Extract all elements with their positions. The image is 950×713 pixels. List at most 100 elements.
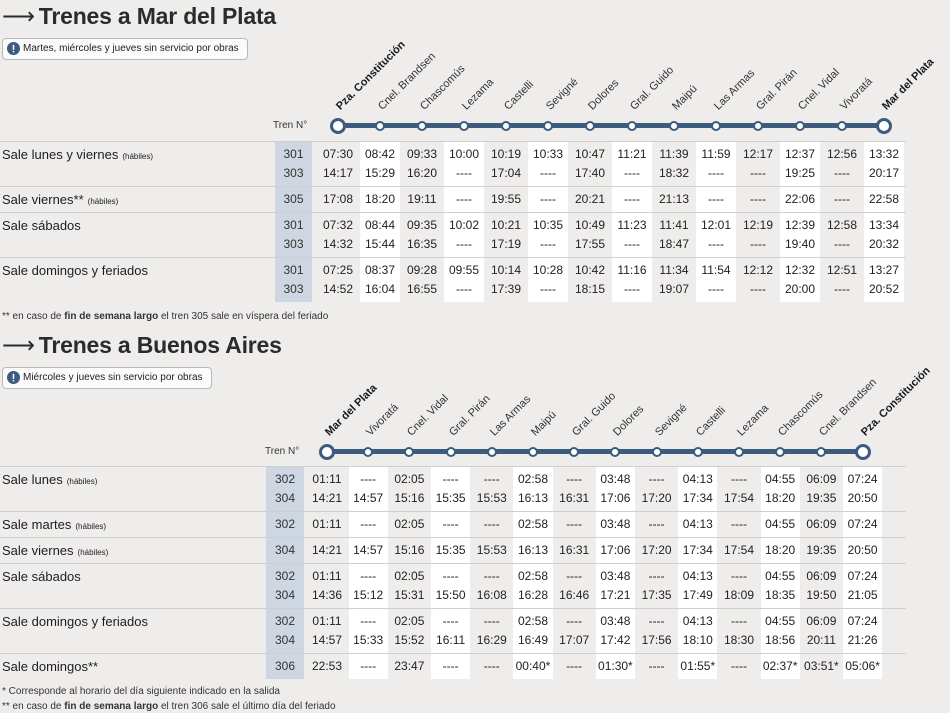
departure-time-cell: ---- [566,516,583,531]
station-stop-marker [375,120,385,131]
departure-time-cell: 02:05 [394,613,425,628]
departure-time-cell: 15:53 [476,542,507,557]
departure-time-cell: ---- [648,658,665,673]
time-column-band [444,141,484,302]
train-number: 304 [274,587,296,602]
departure-time-cell: 18:47 [658,236,690,251]
departure-time-cell: ---- [730,613,747,628]
train-number: 303 [283,236,304,251]
departure-time-cell: 13:32 [868,146,900,161]
station-stop-marker [543,120,553,131]
departure-time-cell: 17:21 [600,587,631,602]
station-stop-marker [775,446,786,457]
departure-time-cell: 15:50 [435,587,466,602]
departure-time-cell: ---- [456,236,472,251]
notice-text: Miércoles y jueves sin servicio por obra… [23,372,203,383]
departure-time-cell: 06:09 [806,613,837,628]
station-label: Maipú [670,82,700,113]
schedule-group [0,511,906,538]
departure-time-cell: 15:53 [476,490,507,505]
departure-time-cell: ---- [483,471,500,486]
departure-time-cell: ---- [708,165,724,180]
station-stop-marker [854,443,871,460]
departure-time-cell: 17:34 [682,490,713,505]
train-number: 302 [274,613,296,628]
time-column-band [595,466,635,679]
departure-time-cell: 04:13 [682,516,713,531]
departure-time-cell: ---- [566,658,583,673]
departure-time-cell: 19:35 [806,490,837,505]
departure-time-cell: 19:11 [407,191,437,206]
departure-time-cell: 21:13 [658,191,690,206]
departure-day-label: Sale sábados [2,569,81,584]
departure-day-label: Sale domingos** [2,659,99,674]
departure-time-cell: 16:13 [517,490,548,505]
departure-time-cell: 17:07 [559,632,590,647]
departure-time-cell: 18:09 [723,587,754,602]
station-label: Dolores [611,403,647,439]
train-number: 303 [283,165,304,180]
departure-time-cell: 09:28 [406,262,438,277]
time-column-band [612,141,652,302]
departure-time-cell: 23:47 [394,658,425,673]
departure-time-cell: 18:35 [765,587,796,602]
departure-time-cell: ---- [483,568,500,583]
departure-time-cell: 17:06 [600,542,631,557]
time-column-band [348,466,388,679]
departure-time-cell: ---- [483,658,500,673]
train-number: 301 [283,146,304,161]
schedule-group [0,466,906,512]
station-label: Las Armas [487,393,534,439]
station-stop-marker [734,446,744,457]
station-label: Gral. Guido [570,390,619,439]
departure-time-cell: 19:07 [658,281,690,296]
departure-time-cell: ---- [540,165,556,180]
departure-time-cell: ---- [566,613,583,628]
warning-icon [7,371,20,384]
departure-time-cell: 04:13 [682,568,713,583]
departure-time-cell: 14:57 [353,542,384,557]
time-column-band [528,141,568,302]
time-column-band [360,141,400,302]
departure-time-cell: 12:39 [784,217,816,232]
departure-time-cell: ---- [566,471,583,486]
train-number: 304 [274,490,296,505]
train-number: 301 [283,262,304,277]
departure-time-cell: ---- [750,191,766,206]
departure-time-cell: ---- [456,281,472,296]
departure-day-label: Sale martes (hábiles) [2,517,107,532]
station-stop-marker [330,117,346,134]
station-stop-marker [445,446,456,457]
train-number: 302 [274,471,296,486]
departure-time-cell: 18:15 [574,281,606,296]
departure-time-cell: ---- [730,516,747,531]
station-stop-marker [363,446,374,457]
departure-time-cell: 17:34 [682,542,713,557]
departure-time-cell: 07:24 [847,471,878,486]
departure-time-cell: ---- [750,165,766,180]
departure-time-cell: ---- [360,568,377,583]
departure-time-cell: 15:29 [364,165,396,180]
departure-time-cell: 15:33 [353,632,384,647]
departure-time-cell: 04:13 [682,471,713,486]
departure-time-cell: ---- [624,236,640,251]
departure-time-cell: 14:21 [311,490,342,505]
departure-time-cell: 17:20 [641,542,672,557]
departure-time-cell: 02:58 [517,613,548,628]
station-stop-marker [585,120,595,131]
departure-day-label: Sale domingos y feriados [2,614,148,629]
departure-time-cell: 11:21 [617,146,647,161]
departure-time-cell: 16:31 [559,542,590,557]
station-stop-marker [319,443,335,460]
departure-time-cell: 01:11 [312,568,342,583]
footnote-305: ** en caso de fin de semana largo el tre… [2,311,329,322]
departure-time-cell: 03:48 [600,516,631,531]
notice-text: Martes, miércoles y jueves sin servicio … [23,43,239,54]
departure-time-cell: 17:42 [600,632,631,647]
station-label: Maipú [529,408,559,439]
departure-time-cell: 12:37 [784,146,816,161]
departure-time-cell: 09:55 [448,262,480,277]
departure-day-label: Sale viernes** (hábiles) [2,192,119,207]
departure-time-cell: ---- [648,613,665,628]
departure-time-cell: 17:20 [641,490,672,505]
